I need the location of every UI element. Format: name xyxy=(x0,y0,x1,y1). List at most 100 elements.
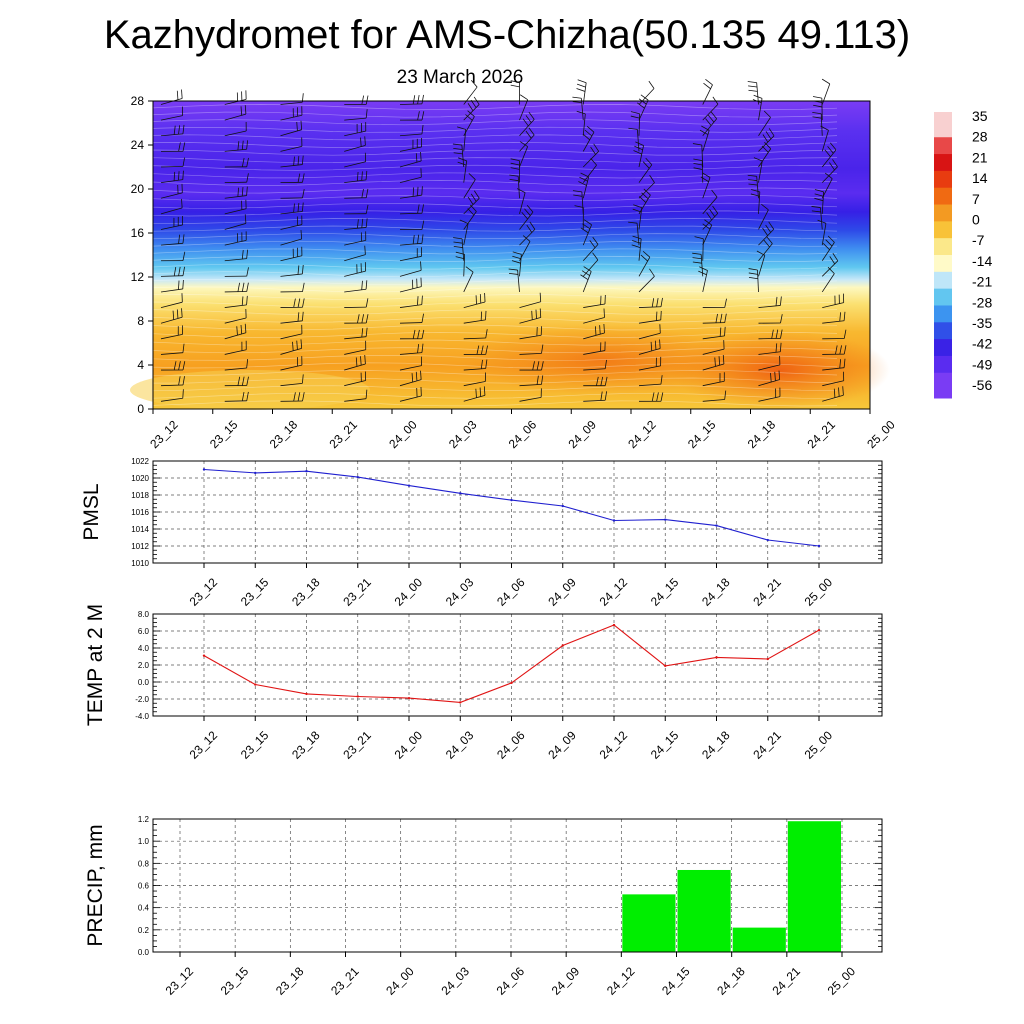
heatmap-contour xyxy=(152,400,838,407)
wind-barb-flag xyxy=(453,237,463,240)
wind-barb-flag xyxy=(599,325,601,335)
wind-barb-flag xyxy=(705,118,712,126)
wind-barb-staff xyxy=(463,271,474,293)
colorbar-segment xyxy=(934,120,952,130)
heatmap-contour xyxy=(152,134,838,141)
wind-barb xyxy=(224,140,249,152)
wind-barb xyxy=(453,237,465,261)
wind-barb-staff xyxy=(582,271,592,293)
wind-barb xyxy=(344,280,368,293)
wind-barb-staff xyxy=(821,149,837,168)
wind-barb xyxy=(280,106,303,121)
panel-frame xyxy=(152,460,883,564)
wind-barb-flag xyxy=(771,329,774,339)
wind-barb-staff xyxy=(344,254,366,262)
wind-barb-staff xyxy=(822,380,844,387)
wind-barb xyxy=(399,168,422,184)
ytick-label: 4.0 xyxy=(138,644,150,653)
wind-barb-flag xyxy=(178,171,180,181)
wind-barb-flag xyxy=(829,162,835,171)
wind-barb xyxy=(638,157,653,183)
wind-barb-flag xyxy=(812,96,822,99)
wind-barb-flag xyxy=(839,345,842,355)
wind-barb-staff xyxy=(519,119,535,137)
wind-barb-flag xyxy=(811,206,821,208)
wind-barb-flag xyxy=(301,202,304,212)
wind-barb-flag xyxy=(421,343,424,353)
wind-barb-staff xyxy=(461,238,465,261)
wind-barb-staff xyxy=(160,133,183,137)
wind-barb-flag xyxy=(719,327,722,337)
wind-barb-flag xyxy=(182,343,185,353)
wind-barb xyxy=(463,372,486,387)
wind-barb xyxy=(583,308,605,324)
data-point xyxy=(459,492,462,495)
wind-barb-staff xyxy=(700,254,704,277)
wind-barb xyxy=(224,282,249,293)
wind-barb-staff xyxy=(821,273,835,293)
heatmap-contour xyxy=(152,332,838,338)
wind-barb xyxy=(519,292,542,308)
heatmap-contour xyxy=(152,126,838,133)
wind-barb-flag xyxy=(241,157,245,167)
wind-barb-flag xyxy=(693,158,703,162)
wind-barb xyxy=(224,340,247,355)
wind-barb-flag xyxy=(512,255,522,260)
wind-barb-staff xyxy=(160,384,184,387)
wind-barb-flag xyxy=(173,267,177,277)
wind-barb-staff xyxy=(463,301,486,308)
wind-barb-staff xyxy=(224,195,247,199)
xtick-label: 23_15 xyxy=(218,964,252,998)
wind-barb-flag xyxy=(300,230,303,240)
wind-barb xyxy=(630,111,641,136)
wind-barb-staff xyxy=(280,164,303,168)
wind-barb-flag xyxy=(761,203,769,211)
wind-barb-staff xyxy=(224,317,247,324)
wind-barb xyxy=(519,127,535,152)
wind-barb-flag xyxy=(648,80,655,89)
ytick-label: 8.0 xyxy=(138,610,150,619)
xtick-label: 24_00 xyxy=(383,964,417,998)
wind-barb-flag xyxy=(356,171,359,182)
wind-barb-flag xyxy=(751,189,760,193)
wind-barb-flag xyxy=(576,110,586,115)
wind-barb-flag xyxy=(659,339,661,349)
wind-barb-flag xyxy=(694,236,704,240)
wind-barb-flag xyxy=(361,95,365,105)
wind-barb-flag xyxy=(778,370,781,380)
ytick-label: -2.0 xyxy=(135,695,149,704)
wind-barb-staff xyxy=(463,197,480,215)
colorbar-segment xyxy=(934,212,952,222)
wind-barb-flag xyxy=(246,140,249,150)
wind-barb-staff xyxy=(822,320,845,324)
wind-barb xyxy=(280,189,305,199)
wind-barb-staff xyxy=(519,396,542,402)
colorbar-segment xyxy=(934,347,952,357)
wind-barb xyxy=(758,110,771,136)
wind-barb xyxy=(821,142,837,168)
wind-barb-flag xyxy=(541,344,544,354)
wind-barb xyxy=(160,361,186,371)
heatmap-contour xyxy=(152,157,838,164)
wind-barb xyxy=(463,190,480,215)
wind-barb-flag xyxy=(814,197,824,202)
wind-barb-flag xyxy=(173,171,176,181)
wind-barb-flag xyxy=(535,309,537,319)
wind-barb xyxy=(344,389,368,402)
wind-barb xyxy=(811,206,823,230)
wind-barb-flag xyxy=(465,114,473,121)
panel-1: 1010 1012 1014 1016 1018 1020 1022 23_12 23_15 23… xyxy=(80,457,883,609)
wind-barb-flag xyxy=(642,161,650,169)
wind-barb-flag xyxy=(182,142,186,152)
wind-barb-flag xyxy=(843,329,847,339)
wind-barb-flag xyxy=(710,111,718,119)
wind-barb-flag xyxy=(711,189,718,198)
heatmap-ytick-label: 4 xyxy=(137,358,144,372)
wind-barb xyxy=(582,125,595,152)
wind-barb-flag xyxy=(237,187,240,197)
wind-barb xyxy=(160,376,185,387)
wind-barb-flag xyxy=(181,89,183,99)
wind-barb xyxy=(280,311,304,324)
ytick-label: 1020 xyxy=(131,474,149,483)
wind-barb-staff xyxy=(280,347,302,355)
